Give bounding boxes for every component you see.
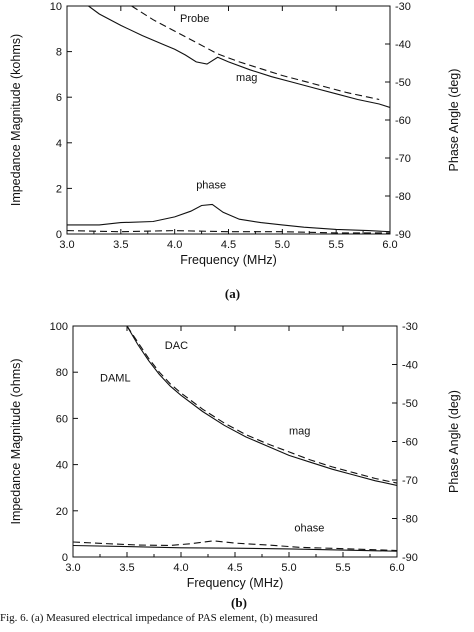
y-tick-label: 20 [56,506,68,518]
x-tick-label: 4.0 [167,239,182,251]
y2-axis-label: Phase Angle (deg) [447,69,461,172]
annotation-label: DAML [100,372,131,384]
x-tick-label: 3.5 [113,239,128,251]
series-line-b-1 [126,326,397,486]
plot-frame-a [66,5,391,235]
y-axis-label: Impedance Magnitude (ohms) [9,358,23,524]
annotation-label: phase [196,179,226,191]
x-axis-label: Frequency (MHz) [187,576,284,590]
x-tick-label: 3.0 [59,239,74,251]
annotation-label: mag [289,426,310,438]
chart-panel-b: 3.0 3.5 4.0 4.5 5.0 5.5 6.0 0 20 40 60 80 100 -30 -40 -… [9,321,461,610]
x-tick-label: 4.5 [227,562,242,574]
y-tick-label: 10 [50,1,62,13]
x-tick-label: 5.0 [281,562,296,574]
chart-panel-a: 3.0 3.5 4.0 4.5 5.0 5.5 6.0 0 2 4 6 8 10 -30 -40 -50 -60… [9,1,461,301]
y2-tick-label: -90 [402,552,418,564]
y-tick-label: 8 [56,47,62,59]
y-tick-label: 40 [56,460,68,472]
series-line-a-2 [131,6,380,101]
y-tick-label: 0 [56,229,62,241]
y2-tick-label: -80 [402,514,418,526]
x-tick-label: 4.5 [221,239,236,251]
x-tick-label: 3.0 [65,562,80,574]
y2-tick-label: -90 [395,229,411,241]
y2-tick-label: -40 [402,360,418,372]
y2-axis-label: Phase Angle (deg) [447,390,461,493]
y2-tick-label: -50 [402,398,418,410]
x-tick-label: 3.5 [119,562,134,574]
y-axis-label: Impedance Magnitude (kohms) [9,34,23,206]
series-line-a-1 [88,6,390,109]
series-line-a-4 [67,230,390,234]
panel-label-b: (b) [231,595,247,610]
series-line-b-3 [73,544,397,552]
y2-tick-label: -80 [395,191,411,203]
y2-tick-label: -30 [395,1,411,13]
x-tick-label: 6.0 [382,239,397,251]
y-tick-label: 4 [56,138,62,150]
x-tick-label: 5.0 [275,239,290,251]
plot-frame-b [72,325,398,558]
figure-caption: Fig. 6. (a) Measured electrical impedanc… [0,612,318,624]
y2-tick-label: -30 [402,321,418,333]
series-line-a-3 [67,203,390,233]
y2-tick-label: -40 [395,39,411,51]
series-line-b-4 [73,540,397,552]
annotation-label: ohase [294,523,324,535]
x-tick-label: 4.0 [173,562,188,574]
y-tick-label: 0 [62,552,68,564]
annotation-label: DAC [165,340,188,352]
y2-tick-label: -60 [402,437,418,449]
x-tick-label: 5.5 [335,562,350,574]
y2-tick-label: -50 [395,77,411,89]
x-axis-label: Frequency (MHz) [180,253,277,267]
annotation-label: mag [236,72,257,84]
y-tick-label: 80 [56,367,68,379]
y-tick-label: 60 [56,413,68,425]
x-tick-label: 6.0 [389,562,404,574]
y2-tick-label: -70 [395,153,411,165]
y2-tick-label: -60 [395,115,411,127]
y-tick-label: 100 [50,321,68,333]
y-tick-label: 6 [56,92,62,104]
annotation-label: Probe [180,13,209,25]
x-tick-label: 5.5 [329,239,344,251]
y2-tick-label: -70 [402,475,418,487]
y-tick-label: 2 [56,183,62,195]
series-line-b-2 [126,326,397,484]
panel-label-a: (a) [225,286,240,301]
